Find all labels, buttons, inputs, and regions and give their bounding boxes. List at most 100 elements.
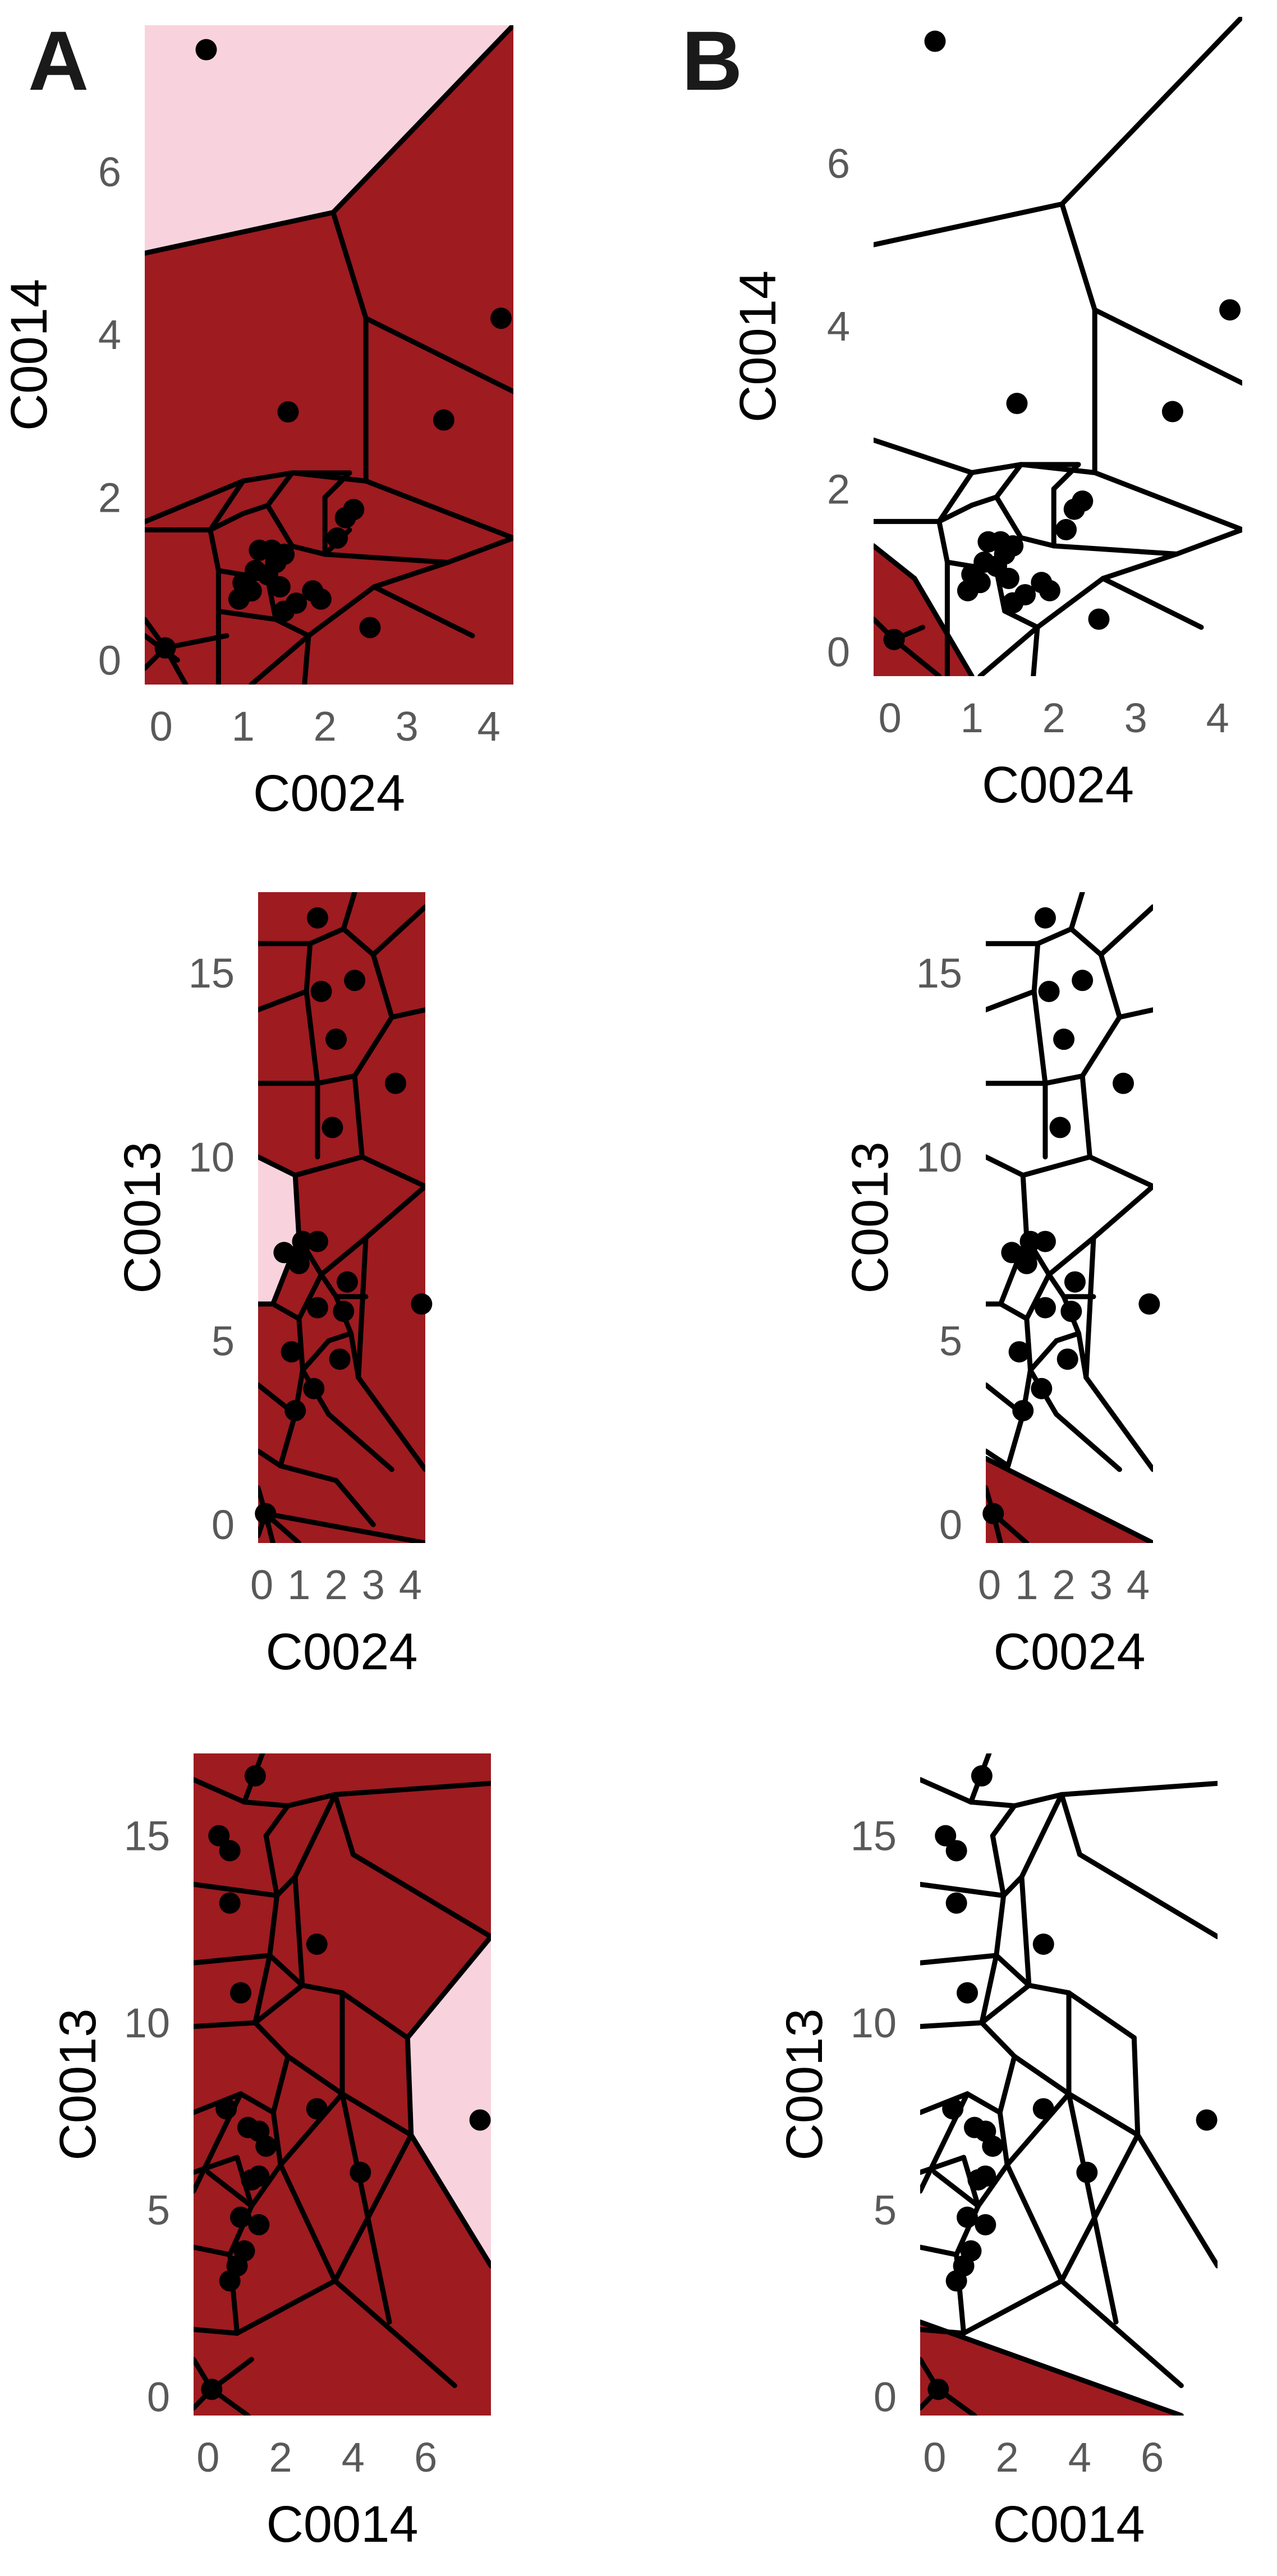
data-point <box>303 1377 325 1399</box>
chart-panel-1: 0 1 2 3 4 0 2 4 6 C0024 C0014 <box>1 25 513 822</box>
x-axis-label: C0014 <box>993 2496 1145 2553</box>
x-tick-label: 3 <box>396 703 419 750</box>
x-tick-label: 0 <box>978 1562 1001 1608</box>
voronoi-edge <box>194 2020 258 2029</box>
voronoi-edge <box>961 2278 1064 2336</box>
voronoi-edge <box>252 2020 291 2059</box>
data-point <box>1064 1271 1086 1293</box>
voronoi-edge <box>1024 1272 1052 1321</box>
panel-label-b: B <box>682 13 742 108</box>
voronoi-edge <box>1019 1874 1032 1988</box>
voronoi-edges <box>920 1753 1218 2416</box>
data-point <box>967 2169 989 2191</box>
data-point <box>336 1271 358 1293</box>
voronoi-edge <box>292 1874 305 1988</box>
data-point <box>957 2206 979 2228</box>
data-point <box>385 1072 407 1094</box>
voronoi-edge <box>1035 926 1074 947</box>
y-tick-label: 0 <box>212 1501 235 1548</box>
x-tick-label: 6 <box>414 2434 437 2481</box>
voronoi-edge <box>194 2244 233 2257</box>
voronoi-edge <box>352 1014 394 1079</box>
data-point <box>1113 1072 1134 1094</box>
voronoi-edge <box>267 1953 305 1988</box>
data-point <box>433 409 454 431</box>
data-point <box>255 2136 277 2157</box>
x-tick-label: 2 <box>324 1562 347 1608</box>
data-point <box>1161 401 1183 423</box>
data-point <box>306 907 328 929</box>
voronoi-edge <box>326 1412 394 1472</box>
data-point <box>957 1982 979 2004</box>
data-point <box>411 1293 433 1315</box>
voronoi-edge <box>300 1982 345 1996</box>
region-out-of-set <box>407 1936 491 2266</box>
voronoi-edge <box>371 559 451 590</box>
voronoi-edge <box>1059 201 1097 313</box>
x-tick-label: 3 <box>1124 695 1147 741</box>
data-point <box>1049 1117 1071 1138</box>
data-point <box>998 567 1019 589</box>
voronoi-edge <box>270 2110 283 2168</box>
voronoi-edge <box>920 1953 999 1966</box>
data-point <box>281 1341 302 1363</box>
data-point <box>982 2136 1004 2157</box>
voronoi-edge <box>1117 1007 1153 1020</box>
voronoi-edge <box>920 2155 967 2175</box>
voronoi-edge <box>235 2278 338 2336</box>
data-point <box>219 1892 241 1914</box>
y-tick-label: 2 <box>827 466 850 512</box>
voronoi-edge <box>1098 952 1122 1020</box>
voronoi-edge <box>292 1154 365 1178</box>
x-tick-label: 3 <box>362 1562 385 1608</box>
voronoi-edge <box>986 1448 1011 1468</box>
chart-panel-6: 0 2 4 6 0 5 10 15 C0014 C0013 <box>776 1753 1218 2553</box>
data-point <box>1060 1301 1082 1323</box>
voronoi-edge <box>267 1893 280 1958</box>
data-point <box>255 1503 277 1525</box>
voronoi-edge <box>270 1301 302 1321</box>
voronoi-edge <box>1059 2132 1141 2284</box>
region-out-of-set <box>145 25 513 254</box>
y-tick-label: 0 <box>939 1501 962 1548</box>
voronoi-edge <box>1012 1792 1064 1808</box>
voronoi-edge <box>241 1799 291 1808</box>
x-tick-label: 1 <box>1015 1562 1038 1608</box>
data-point <box>201 2378 223 2400</box>
voronoi-edge <box>252 1982 305 2026</box>
voronoi-edge <box>1031 941 1041 994</box>
data-point <box>1032 1934 1054 1955</box>
data-point <box>1019 1230 1041 1252</box>
data-point <box>310 588 332 610</box>
voronoi-edge <box>263 1803 291 1839</box>
voronoi-edge <box>1046 1272 1067 1300</box>
voronoi-edge <box>1080 1073 1092 1160</box>
voronoi-edge <box>1135 2132 1218 2269</box>
voronoi-edge <box>1098 904 1153 957</box>
voronoi-edge <box>359 1154 425 1189</box>
voronoi-edge <box>208 478 246 532</box>
voronoi-edge <box>997 2110 1010 2168</box>
voronoi-edge <box>307 926 346 947</box>
voronoi-edge <box>986 1154 1026 1178</box>
data-point <box>1088 608 1110 630</box>
voronoi-edge <box>265 503 295 549</box>
voronoi-edge <box>278 1412 298 1468</box>
voronoi-edge <box>350 1852 491 1940</box>
voronoi-edge <box>208 527 221 573</box>
y-tick-label: 10 <box>851 2000 897 2046</box>
x-tick-label: 0 <box>923 2434 946 2481</box>
data-point <box>1196 2109 1218 2131</box>
x-tick-label: 2 <box>996 2434 1019 2481</box>
voronoi-edge <box>1100 576 1204 630</box>
voronoi-edge <box>932 2170 981 2209</box>
x-tick-label: 4 <box>477 703 500 750</box>
voronoi-edge <box>1083 1235 1096 1380</box>
data-point <box>277 401 299 423</box>
voronoi-edge <box>1031 989 1048 1086</box>
x-tick-label: 4 <box>342 2434 365 2481</box>
voronoi-edge <box>1059 17 1242 207</box>
x-tick-label: 4 <box>1068 2434 1091 2481</box>
voronoi-edge <box>912 576 975 676</box>
